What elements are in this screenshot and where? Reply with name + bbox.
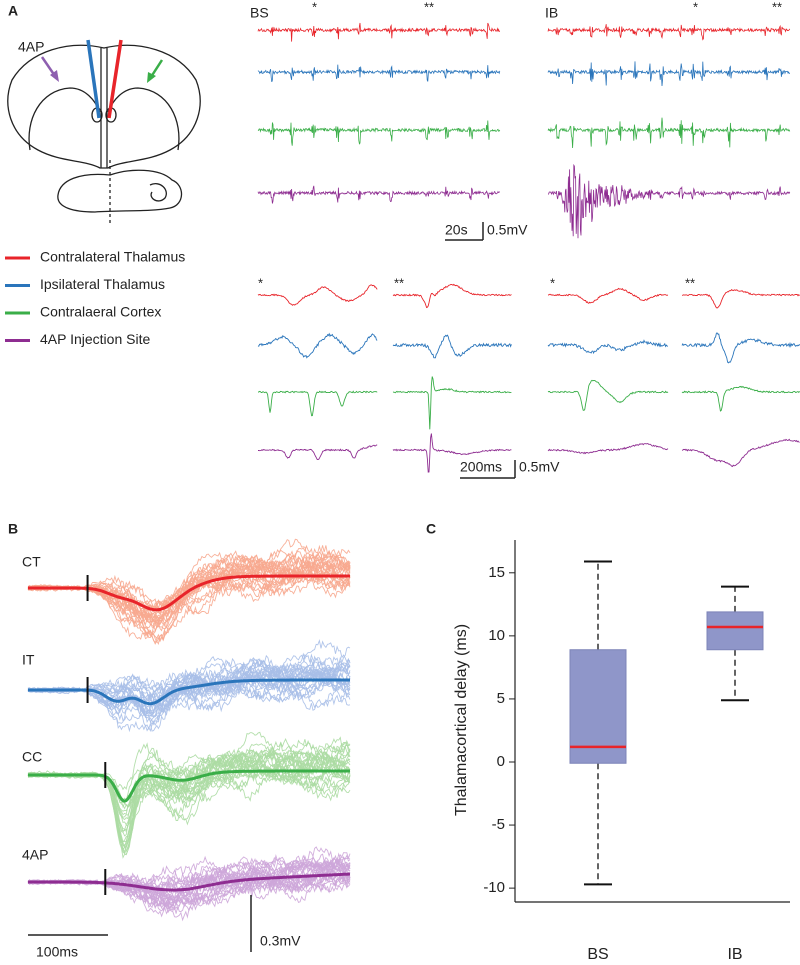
trace bbox=[27, 854, 351, 914]
legend-label: 4AP Injection Site bbox=[40, 331, 150, 347]
trace bbox=[547, 117, 791, 149]
drug-label: 4AP bbox=[18, 39, 44, 55]
panel-label: A bbox=[8, 3, 18, 19]
trace bbox=[257, 185, 501, 204]
trace bbox=[392, 433, 512, 473]
legend: Contralateral Thalamus Ipsilateral Thalam… bbox=[5, 249, 185, 347]
y-tick-label: -5 bbox=[492, 816, 505, 833]
marker: * bbox=[312, 0, 317, 14]
trace bbox=[27, 550, 351, 644]
trace bbox=[28, 872, 351, 892]
legend-label: Contralateral Thalamus bbox=[40, 249, 185, 265]
electrodes bbox=[40, 39, 164, 119]
trace bbox=[681, 385, 800, 412]
panel-label: C bbox=[426, 521, 436, 537]
marker: ** bbox=[424, 0, 434, 14]
trace bbox=[27, 740, 351, 806]
trace bbox=[28, 769, 350, 803]
box bbox=[706, 611, 764, 651]
trace bbox=[547, 443, 669, 455]
y-tick-label: 15 bbox=[488, 564, 505, 581]
trace bbox=[547, 24, 791, 41]
box bbox=[569, 649, 627, 764]
trace bbox=[392, 376, 512, 430]
scale-amplitude: 0.5mV bbox=[487, 222, 528, 238]
scale-bar bbox=[28, 895, 252, 952]
marker: * bbox=[693, 0, 698, 14]
traces bbox=[27, 22, 800, 922]
trace bbox=[392, 283, 512, 309]
y-tick-label: 10 bbox=[488, 627, 505, 644]
trace bbox=[27, 750, 351, 802]
trace-label: CC bbox=[22, 749, 42, 765]
trace bbox=[547, 339, 669, 355]
trace bbox=[547, 287, 669, 304]
trace bbox=[681, 288, 800, 309]
marker: ** bbox=[394, 275, 404, 290]
trace bbox=[28, 678, 350, 706]
marker: * bbox=[550, 275, 555, 290]
box-plot: -10 -5 0 5 10 15 BS IB bbox=[483, 540, 790, 963]
x-tick-label: BS bbox=[587, 946, 608, 963]
trace bbox=[28, 574, 350, 612]
trace bbox=[258, 390, 378, 417]
scale-amplitude: 0.3mV bbox=[260, 933, 301, 949]
brain-schematic bbox=[7, 44, 201, 225]
trace-label: 4AP bbox=[22, 847, 48, 863]
trace bbox=[547, 61, 791, 87]
trace bbox=[681, 438, 800, 468]
scale-time: 100ms bbox=[36, 944, 78, 960]
y-tick-label: 0 bbox=[497, 753, 505, 770]
trace bbox=[257, 120, 501, 146]
trace bbox=[258, 444, 378, 460]
y-axis-label: Thalamacortical delay (ms) bbox=[453, 624, 470, 816]
marker: ** bbox=[685, 275, 695, 290]
scale-bar bbox=[445, 222, 516, 479]
y-tick-label: 5 bbox=[497, 690, 505, 707]
legend-label: Ipsilateral Thalamus bbox=[40, 276, 165, 292]
trace bbox=[27, 745, 351, 837]
scale-amplitude: 0.5mV bbox=[519, 459, 560, 475]
trace-label: IT bbox=[22, 652, 35, 668]
legend-label: Contralaeral Cortex bbox=[40, 304, 161, 320]
trace bbox=[392, 334, 512, 359]
group-label: BS bbox=[250, 5, 269, 21]
marker: * bbox=[258, 275, 263, 290]
trace bbox=[257, 332, 378, 359]
group-label: IB bbox=[545, 5, 558, 21]
trace bbox=[257, 284, 378, 306]
x-tick-label: IB bbox=[727, 946, 742, 963]
trace bbox=[547, 379, 669, 411]
scale-time: 20s bbox=[445, 222, 468, 238]
trace bbox=[548, 163, 791, 239]
marker: ** bbox=[772, 0, 782, 14]
trace bbox=[257, 22, 501, 42]
panel-label: B bbox=[8, 521, 18, 537]
trace bbox=[257, 64, 501, 83]
trace bbox=[681, 332, 800, 364]
trace-label: CT bbox=[22, 554, 41, 570]
y-tick-label: -10 bbox=[483, 879, 505, 896]
scale-time: 200ms bbox=[460, 459, 502, 475]
